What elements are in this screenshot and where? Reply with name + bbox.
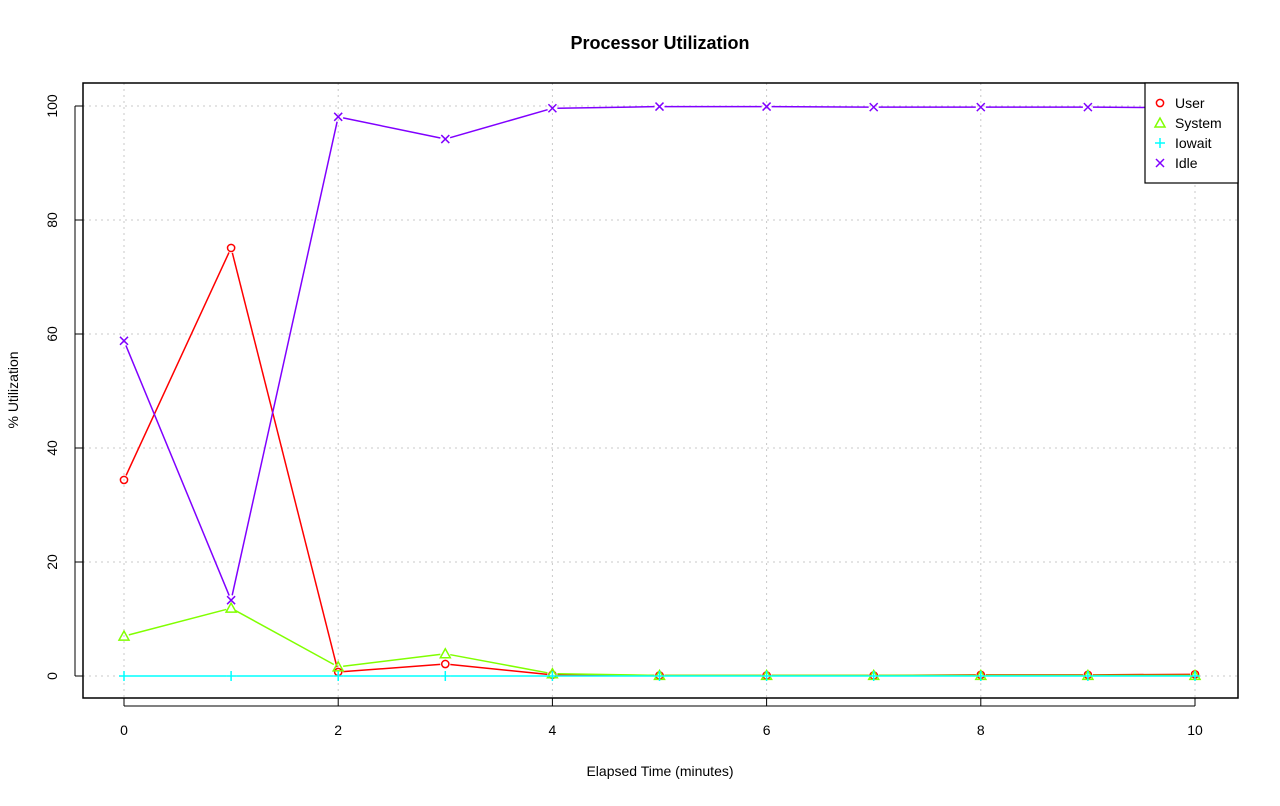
data-point — [1082, 671, 1093, 681]
data-point — [224, 601, 238, 613]
data-point — [547, 671, 558, 681]
data-point — [117, 629, 131, 641]
data-point — [119, 475, 129, 485]
data-point — [762, 102, 772, 112]
series-line-segment — [231, 121, 338, 596]
data-point — [440, 671, 451, 681]
data-point — [226, 671, 237, 681]
series-line-segment — [449, 108, 548, 139]
legend-marker-iowait — [1155, 138, 1165, 148]
data-point — [226, 595, 236, 605]
chart-title: Processor Utilization — [570, 33, 749, 53]
series-line-segment — [125, 252, 230, 476]
series-line-segment — [128, 608, 227, 636]
data-point — [119, 671, 129, 681]
data-point — [975, 671, 986, 681]
data-point — [1190, 671, 1200, 681]
data-point — [439, 647, 452, 659]
y-tick-label: 20 — [44, 554, 60, 570]
series-group — [117, 102, 1202, 681]
series-line-segment — [125, 345, 230, 596]
series-user — [119, 243, 1200, 680]
data-point — [868, 671, 879, 681]
data-point — [1083, 102, 1093, 112]
series-line-segment — [342, 117, 441, 139]
series-idle — [119, 102, 1200, 605]
data-point — [119, 336, 129, 346]
data-point — [440, 134, 450, 144]
data-point — [333, 671, 344, 681]
y-tick-label: 80 — [44, 212, 60, 228]
series-line-segment — [450, 653, 548, 674]
y-axis-label: % Utilization — [5, 351, 21, 428]
series-line-segment — [231, 252, 338, 668]
legend-marker-system — [1153, 116, 1167, 128]
legend-label-idle: Idle — [1175, 155, 1198, 171]
series-line-segment — [450, 663, 548, 676]
plot-frame — [82, 82, 1239, 699]
series-line-segment — [235, 609, 335, 666]
series-system — [117, 601, 1202, 681]
y-tick-label: 60 — [44, 326, 60, 342]
x-tick-label: 8 — [977, 722, 985, 738]
legend-label-system: System — [1175, 115, 1222, 131]
x-tick-label: 6 — [763, 722, 771, 738]
grid — [83, 83, 1238, 698]
data-point — [654, 102, 665, 112]
data-point — [869, 102, 879, 112]
legend-marker-user — [1155, 98, 1165, 108]
series-line-segment — [343, 653, 441, 668]
series-line-segment — [557, 673, 655, 677]
y-tick-label: 40 — [44, 440, 60, 456]
data-point — [333, 112, 343, 122]
x-axis-label: Elapsed Time (minutes) — [586, 763, 733, 779]
legend-label-user: User — [1175, 95, 1205, 111]
data-point — [547, 103, 557, 113]
x-tick-label: 0 — [120, 722, 128, 738]
legend-marker-idle — [1155, 158, 1165, 168]
data-point — [976, 102, 986, 112]
data-point — [654, 671, 665, 681]
data-point — [331, 660, 345, 672]
data-point — [440, 659, 450, 669]
data-point — [226, 243, 236, 253]
legend-label-iowait: Iowait — [1175, 135, 1212, 151]
legend: User System Iowait Idle — [1144, 82, 1239, 184]
x-tick-label: 4 — [549, 722, 557, 738]
series-line-segment — [771, 105, 869, 108]
data-point — [761, 671, 772, 681]
series-line-segment — [557, 105, 655, 109]
x-tick-label: 2 — [334, 722, 342, 738]
y-tick-label: 100 — [44, 94, 60, 118]
series-line-segment — [343, 663, 441, 673]
x-tick-label: 10 — [1187, 722, 1203, 738]
y-tick-label: 0 — [44, 672, 60, 680]
series-iowait — [119, 671, 1200, 681]
